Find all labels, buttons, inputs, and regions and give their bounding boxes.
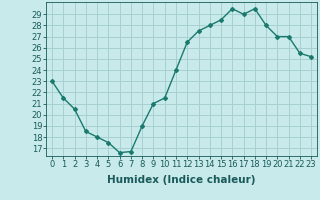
X-axis label: Humidex (Indice chaleur): Humidex (Indice chaleur): [107, 175, 256, 185]
